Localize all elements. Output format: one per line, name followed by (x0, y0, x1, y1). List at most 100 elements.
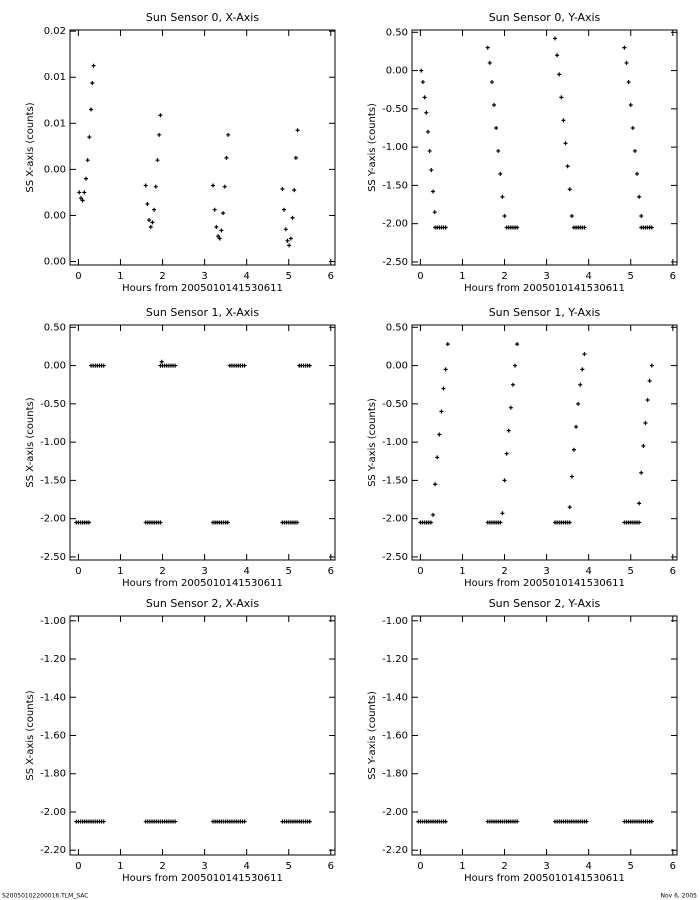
data-point (441, 386, 446, 391)
data-point (101, 819, 106, 824)
data-point (143, 183, 148, 188)
data-point (242, 363, 247, 368)
data-point (285, 238, 290, 243)
data-point (567, 520, 572, 525)
x-tick-label: 1 (117, 566, 123, 577)
x-tick-label: 1 (459, 861, 465, 872)
y-tick-label: 0.00 (44, 210, 66, 221)
x-axis-label: Hours from 2005010141530611 (464, 578, 625, 589)
data-point (173, 363, 178, 368)
data-point (443, 225, 448, 230)
x-tick-label: 2 (501, 861, 507, 872)
data-point (307, 363, 312, 368)
data-point (155, 158, 160, 163)
y-tick-label: -2.00 (382, 514, 408, 525)
data-point (219, 228, 224, 233)
footer-right: Nov 6, 2005 (660, 893, 697, 900)
plot-frame (69, 324, 336, 561)
data-point (433, 482, 438, 487)
data-point (649, 225, 654, 230)
data-point (424, 110, 429, 115)
data-point (147, 218, 152, 223)
chart-title: Sun Sensor 0, X-Axis (146, 11, 259, 24)
y-tick-label: -1.80 (382, 769, 408, 780)
data-point (78, 196, 83, 201)
y-tick-label: 0.00 (44, 361, 66, 372)
y-tick-label: -2.20 (40, 845, 66, 856)
data-point (288, 236, 293, 241)
data-point (502, 478, 507, 483)
subplot: Sun Sensor 1, X-Axis Hours from 200501014… (25, 306, 336, 589)
y-tick-label: -1.00 (382, 616, 408, 627)
data-point (496, 148, 501, 153)
y-tick-label: 0.00 (44, 257, 66, 268)
data-point (439, 409, 444, 414)
data-point (513, 363, 518, 368)
x-axis-label: Hours from 2005010141530611 (464, 283, 625, 294)
data-point (148, 224, 153, 229)
y-tick-label: -1.50 (382, 475, 408, 486)
data-point (487, 60, 492, 65)
x-tick-label: 1 (459, 566, 465, 577)
data-point (632, 148, 637, 153)
y-axis-label: SS Y-axis (counts) (367, 103, 378, 192)
data-point (295, 520, 300, 525)
data-point (494, 125, 499, 130)
data-point (649, 819, 654, 824)
y-tick-label: -1.50 (40, 475, 66, 486)
data-point (427, 148, 432, 153)
y-tick-label: -2.20 (382, 845, 408, 856)
y-axis-label: SS X-axis (counts) (25, 397, 36, 487)
x-tick-label: 2 (159, 566, 165, 577)
data-point (498, 171, 503, 176)
data-point (217, 236, 222, 241)
data-point (578, 382, 583, 387)
y-tick-label: -1.20 (40, 654, 66, 665)
x-tick-label: 0 (417, 271, 423, 282)
x-tick-label: 5 (286, 271, 292, 282)
data-point (431, 512, 436, 517)
data-point (157, 132, 162, 137)
x-tick-label: 0 (417, 566, 423, 577)
x-tick-label: 4 (243, 566, 249, 577)
x-tick-label: 6 (328, 566, 334, 577)
y-tick-label: -0.50 (40, 399, 66, 410)
data-point (214, 224, 219, 229)
data-point (624, 60, 629, 65)
data-point (515, 819, 520, 824)
data-point (628, 103, 633, 108)
y-tick-label: -1.80 (40, 769, 66, 780)
x-tick-label: 5 (286, 861, 292, 872)
x-tick-label: 2 (501, 566, 507, 577)
data-point (635, 171, 640, 176)
data-point (224, 155, 229, 160)
data-point (576, 401, 581, 406)
data-point (492, 103, 497, 108)
data-point (221, 211, 226, 216)
data-point (437, 432, 442, 437)
data-point (307, 819, 312, 824)
x-tick-label: 6 (670, 566, 676, 577)
data-point (647, 378, 652, 383)
y-tick-label: -1.40 (40, 692, 66, 703)
data-point (82, 190, 87, 195)
data-point (502, 214, 507, 219)
y-tick-label: 0.01 (44, 72, 66, 83)
y-tick-label: 0.50 (386, 27, 408, 38)
data-point (152, 207, 157, 212)
data-point (435, 455, 440, 460)
x-tick-label: 0 (75, 861, 81, 872)
plot-frame (411, 29, 678, 266)
x-axis-label: Hours from 2005010141530611 (122, 283, 283, 294)
data-point (498, 520, 503, 525)
subplot: Sun Sensor 0, X-Axis Hours from 200501014… (25, 11, 336, 294)
data-point (420, 80, 425, 85)
data-point (500, 194, 505, 199)
y-tick-label: 0.00 (386, 361, 408, 372)
data-point (431, 189, 436, 194)
footer-left: S20050102200016.TLM_SAC (2, 893, 88, 900)
data-point (643, 420, 648, 425)
data-point (282, 207, 287, 212)
data-point (83, 176, 88, 181)
y-tick-label: 0.01 (44, 118, 66, 129)
